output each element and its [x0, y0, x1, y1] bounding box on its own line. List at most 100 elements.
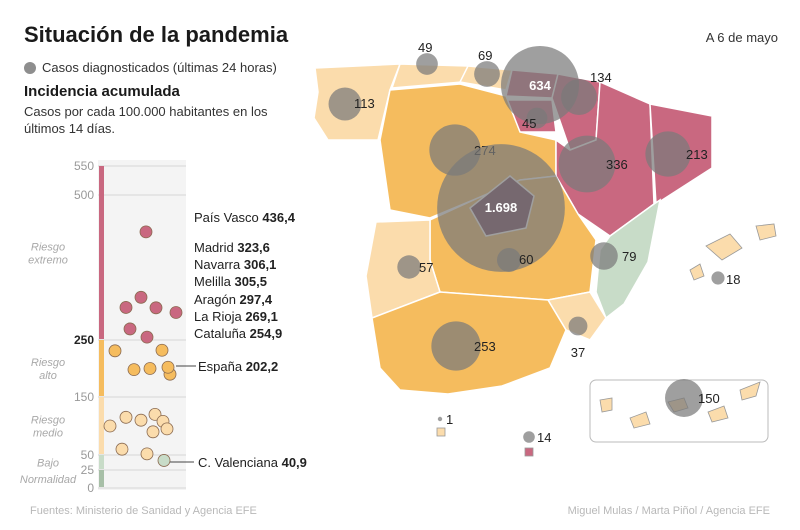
case-bubble [328, 87, 362, 121]
risk-band-label: Riesgo [31, 357, 65, 369]
incidence-label: C. Valenciana 40,9 [198, 455, 307, 470]
incidence-label: Navarra 306,1 [194, 257, 276, 272]
region-baleares-ibiza [689, 263, 705, 281]
incidence-label: Melilla 305,5 [194, 274, 267, 289]
y-tick-label: 150 [74, 390, 94, 404]
incidence-point [156, 414, 170, 428]
y-tick-label: 250 [74, 333, 94, 347]
region-baleares-mallorca [705, 233, 743, 261]
credits-note: Miguel Mulas / Marta Piñol / Agencia EFE [567, 505, 770, 517]
case-bubble [665, 379, 703, 417]
case-bubble-label: 79 [622, 249, 636, 264]
case-bubble [558, 135, 616, 193]
region-murcia [546, 291, 607, 341]
case-bubble-label: 37 [571, 345, 585, 360]
risk-band [99, 470, 104, 487]
case-bubble-label: 14 [537, 430, 551, 445]
incidence-point [163, 367, 177, 381]
incidence-point [140, 330, 154, 344]
case-bubble [645, 131, 691, 177]
case-bubble-label: 60 [519, 252, 533, 267]
case-bubble [437, 416, 443, 422]
risk-band-label: Riesgo [31, 415, 65, 427]
incidence-point [155, 343, 169, 357]
case-bubble-label: 336 [606, 157, 628, 172]
y-tick-label: 25 [81, 463, 95, 477]
bubble-legend-icon [24, 61, 36, 74]
incidence-point [134, 290, 148, 304]
region-cataluna [649, 103, 713, 206]
case-bubble-label: 49 [418, 40, 432, 55]
case-bubble-label: 45 [522, 116, 536, 131]
region-valenciana [595, 198, 662, 320]
cases-legend: Casos diagnosticados (últimas 24 horas) [24, 60, 277, 75]
region-la-rioja [504, 99, 557, 133]
region-aragon [555, 80, 655, 237]
case-bubble-label: 274 [474, 143, 496, 158]
case-bubble [496, 247, 522, 273]
risk-band [99, 455, 104, 469]
spain-map [313, 63, 777, 457]
case-bubble [590, 242, 618, 270]
risk-band-label: Bajo [37, 458, 59, 470]
chart-background [98, 160, 186, 490]
region-ceuta [436, 427, 446, 437]
incidence-point [140, 447, 154, 461]
y-tick-label: 500 [74, 188, 94, 202]
region-canarias-5 [739, 381, 761, 401]
case-bubble-label: 253 [474, 339, 496, 354]
risk-band-label: alto [39, 370, 57, 382]
region-melilla [524, 447, 534, 457]
incidence-label: La Rioja 269,1 [194, 309, 278, 324]
y-tick-label: 550 [74, 159, 94, 173]
case-bubble [526, 107, 548, 129]
region-castilla-la-mancha [429, 175, 597, 301]
risk-band-label: medio [33, 428, 63, 440]
case-bubble-label: 150 [698, 391, 720, 406]
risk-band-label: extremo [28, 255, 68, 267]
region-canarias-3 [667, 397, 689, 413]
case-bubble [568, 316, 588, 336]
case-bubble-label: 1 [446, 412, 453, 427]
incidence-label: Cataluña 254,9 [194, 326, 282, 341]
risk-band [99, 166, 104, 339]
incidence-point [143, 362, 157, 375]
incidence-point [134, 413, 148, 427]
case-bubble-label: 57 [419, 260, 433, 275]
incidence-point [161, 360, 175, 374]
risk-band-label: Riesgo [31, 242, 65, 254]
incidence-point [157, 454, 171, 467]
incidence-point [149, 301, 163, 315]
case-bubble-label: 1.698 [485, 200, 518, 215]
region-pais-vasco [505, 69, 559, 99]
source-note: Fuentes: Ministerio de Sanidad y Agencia… [30, 505, 257, 517]
case-bubble [500, 45, 580, 125]
case-bubble [431, 321, 481, 371]
incidence-point [146, 425, 160, 439]
incidence-point [127, 363, 141, 377]
case-bubble [437, 144, 565, 272]
incidence-subtitle: Casos por cada 100.000 habitantes en los… [24, 104, 268, 136]
incidence-label: España 202,2 [198, 359, 278, 374]
incidence-point [119, 301, 133, 314]
date-label: A 6 de mayo [705, 30, 778, 45]
region-asturias [390, 63, 470, 89]
case-bubble-label: 113 [354, 96, 375, 111]
case-bubble [561, 79, 597, 115]
incidence-label: País Vasco 436,4 [194, 210, 296, 225]
region-navarra [551, 73, 601, 151]
region-castilla-leon [379, 83, 557, 219]
region-andalucia [371, 291, 567, 395]
case-bubble [474, 61, 500, 87]
incidence-point [148, 407, 162, 421]
case-bubble [523, 431, 535, 443]
incidence-point [115, 442, 129, 456]
case-bubble [429, 124, 481, 176]
case-bubble [397, 255, 421, 279]
incidence-point [119, 410, 133, 424]
page-title: Situación de la pandemia [24, 22, 289, 47]
incidence-label: Madrid 323,6 [194, 240, 270, 255]
case-bubble-label: 213 [686, 147, 708, 162]
region-canarias-2 [629, 411, 651, 429]
region-baleares-menorca [755, 223, 777, 241]
